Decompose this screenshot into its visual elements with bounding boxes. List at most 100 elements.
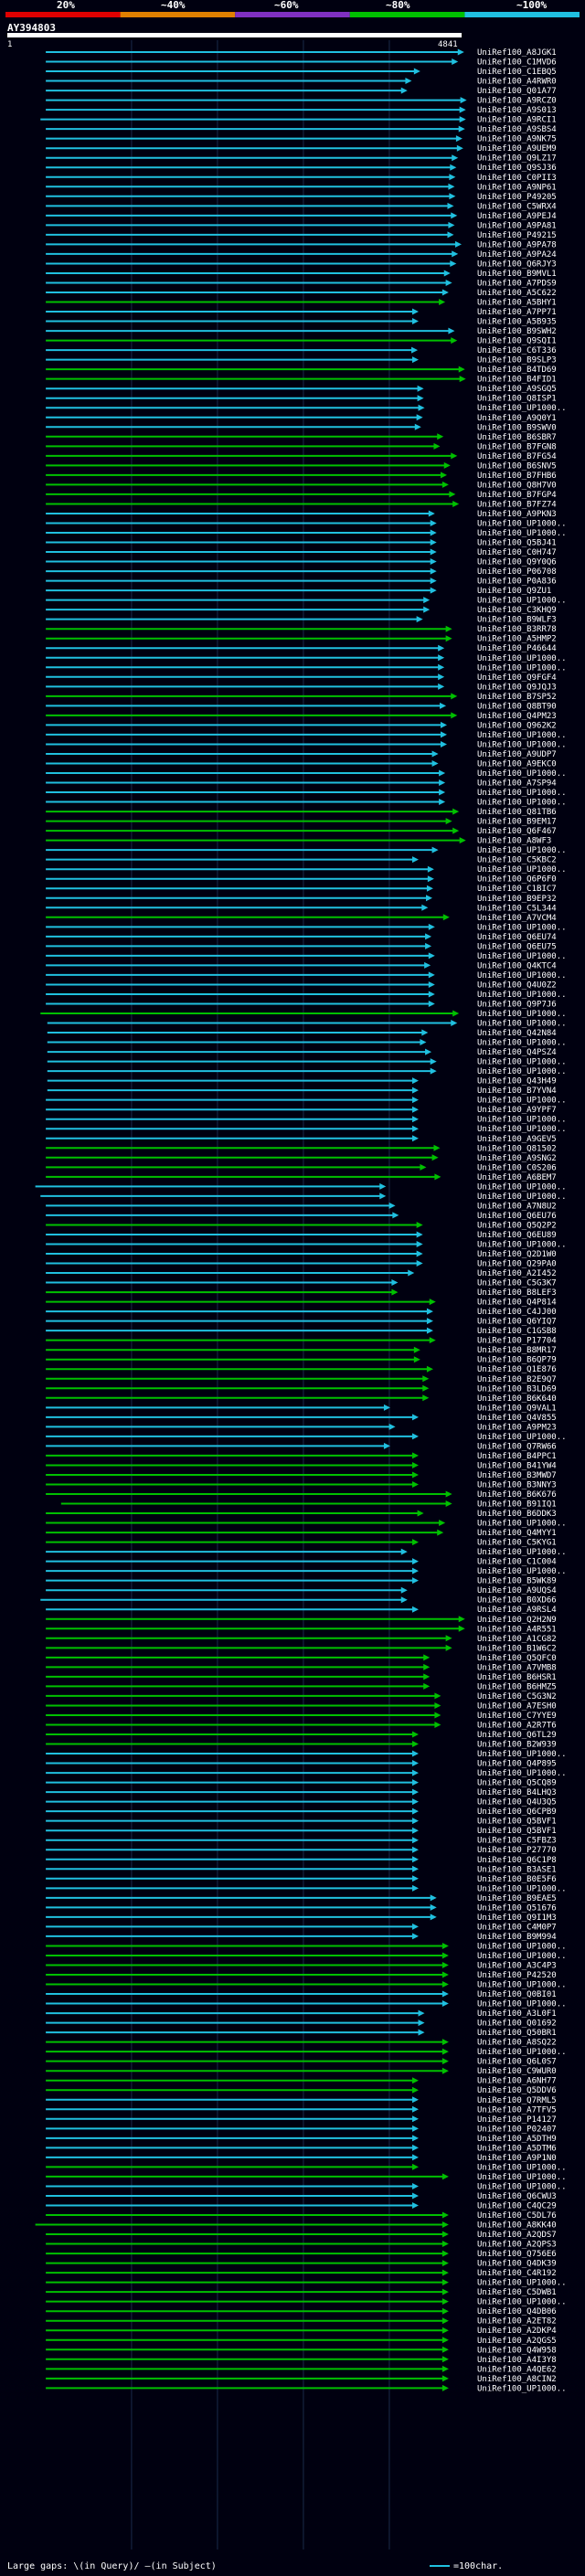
hit-arrowhead [411,1606,419,1613]
hit-label: UniRef100_B6DDK3 [477,1510,557,1519]
hit-label: UniRef100_A7PDS9 [477,279,557,288]
hit-label: UniRef100_C5DWB1 [477,2288,557,2297]
scale-label-100: ~100% [516,0,548,11]
hit-label: UniRef100_Q4PM23 [477,712,557,721]
hit-label: UniRef100_B3ASE1 [477,1865,557,1874]
hit-arrowhead [426,885,433,892]
hit-label: UniRef100_B1W6C2 [477,1644,557,1653]
hit-label: UniRef100_B8MR17 [477,1346,557,1355]
hit-arrowhead [431,750,439,758]
hit-arrowhead [408,1269,415,1277]
hit-label: UniRef100_A1CG82 [477,1635,557,1644]
hit-label: UniRef100_Q4U3Q5 [477,1798,557,1807]
hit-label: UniRef100_B9EM17 [477,818,557,827]
hit-arrowhead [451,212,458,219]
hit-arrowhead [441,2221,449,2229]
hit-arrowhead [416,1240,423,1247]
hit-arrowhead [441,2327,449,2334]
hit-arrowhead [411,1760,419,1767]
hit-arrowhead [429,1337,436,1344]
hit-label: UniRef100_B4TD69 [477,366,557,375]
hit-label: UniRef100_Q9FGF4 [477,673,557,683]
hit-arrowhead [441,2337,449,2344]
hit-arrowhead [411,1807,419,1815]
hit-arrowhead [441,1981,449,1988]
hit-label: UniRef100_Q6P6F0 [477,875,557,885]
hit-arrowhead [418,2019,425,2027]
hit-arrowhead [379,1182,387,1190]
hit-label: UniRef100_A5HMP2 [477,635,557,644]
hit-label: UniRef100_Q5BVF1 [477,1818,557,1827]
hit-arrowhead [411,2077,419,2084]
hit-arrowhead [450,260,457,267]
hit-label: UniRef100_B3RR78 [477,625,557,634]
hit-arrowhead [416,1260,423,1267]
hit-arrowhead [438,654,445,662]
hit-arrowhead [448,183,455,190]
hit-arrowhead [411,1125,419,1132]
hit-label: UniRef100_UP1000.. [477,2298,567,2307]
hit-label: UniRef100_B7FHB6 [477,472,557,481]
hit-arrowhead [411,2201,419,2209]
hit-arrowhead [391,1279,399,1287]
hit-arrowhead [423,1663,431,1670]
hit-arrowhead [417,385,424,392]
hit-label: UniRef100_UP1000.. [477,1942,567,1951]
hit-label: UniRef100_Q01A77 [477,87,557,96]
hit-label: UniRef100_C4M0P7 [477,1923,557,1932]
hit-arrowhead [441,481,449,488]
hit-label: UniRef100_Q43H49 [477,1077,557,1087]
hit-arrowhead [413,1346,420,1353]
hit-arrowhead [411,1567,419,1574]
hit-arrowhead [411,2115,419,2123]
hit-arrowhead [411,1452,419,1459]
hit-arrowhead [388,1423,396,1430]
hit-arrowhead [411,1779,419,1786]
hit-label: UniRef100_UP1000.. [477,1097,567,1106]
hit-arrowhead [441,2384,449,2391]
hit-label: UniRef100_B0XD66 [477,1596,557,1606]
hit-label: UniRef100_A9P1N0 [477,2154,557,2163]
hit-label: UniRef100_UP1000.. [477,1520,567,1529]
hit-label: UniRef100_Q1E876 [477,1365,557,1374]
hit-arrowhead [452,808,460,815]
hit-arrowhead [434,1712,441,1719]
hit-arrowhead [450,164,457,171]
hit-arrowhead [424,961,431,969]
hit-label: UniRef100_P0A836 [477,578,557,587]
hit-label: UniRef100_A9Q0Y1 [477,414,557,423]
hit-label: UniRef100_C5G3K7 [477,1279,557,1288]
color-scale-legend [5,12,580,17]
hit-label: UniRef100_UP1000.. [477,519,567,528]
hit-label: UniRef100_Q0BI01 [477,1990,557,1999]
hit-arrowhead [430,1058,437,1065]
hit-label: UniRef100_Q8H7V0 [477,481,557,490]
hit-arrowhead [437,1529,444,1536]
hit-arrowhead [423,1654,431,1661]
hit-arrowhead [423,597,431,604]
hit-label: UniRef100_UP1000.. [477,740,567,749]
hit-arrowhead [411,1798,419,1806]
hit-arrowhead [411,1480,419,1488]
hit-arrowhead [428,971,435,979]
hit-arrowhead [448,327,455,334]
hit-label: UniRef100_Q5BJ41 [477,539,557,548]
hit-label: UniRef100_B5WK89 [477,1577,557,1586]
hit-label: UniRef100_C1BIC7 [477,885,557,894]
hit-arrowhead [411,2125,419,2132]
hit-label: UniRef100_Q9I1M3 [477,1913,557,1923]
hit-arrowhead [430,519,437,526]
hit-label: UniRef100_B6HMZ5 [477,1682,557,1691]
hit-arrowhead [430,529,437,536]
hit-label: UniRef100_UP1000.. [477,1058,567,1067]
hit-arrowhead [447,231,454,239]
hit-arrowhead [451,1020,458,1027]
hit-arrowhead [441,2288,449,2295]
hit-arrowhead [445,279,452,286]
hit-arrowhead [460,97,467,104]
hit-arrowhead [452,500,460,507]
hit-label: UniRef100_B9SLP3 [477,356,557,366]
hit-arrowhead [416,1231,423,1238]
hit-label: UniRef100_Q9SQI1 [477,337,557,346]
